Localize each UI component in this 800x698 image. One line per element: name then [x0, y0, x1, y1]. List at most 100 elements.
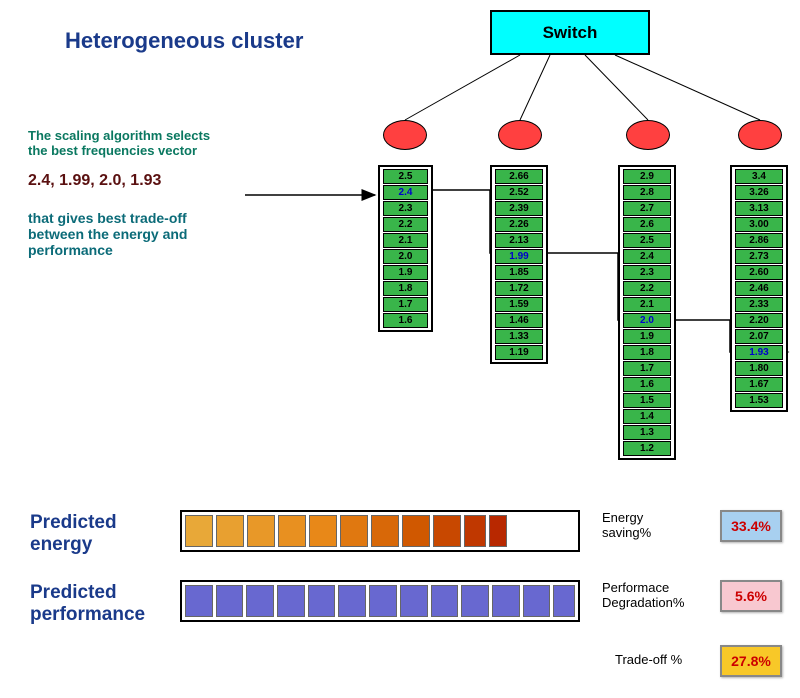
bar-segment — [247, 515, 275, 547]
freq-cell: 1.33 — [495, 329, 543, 344]
freq-cell: 1.99 — [495, 249, 543, 264]
freq-cell: 1.7 — [383, 297, 428, 312]
freq-cell: 2.46 — [735, 281, 783, 296]
freq-cell: 1.53 — [735, 393, 783, 408]
bar-segment — [402, 515, 430, 547]
bar-segment — [277, 585, 305, 617]
predicted-performance-label: Predictedperformance — [30, 582, 145, 626]
bar-segment — [246, 585, 274, 617]
predicted-energy-label: Predictedenergy — [30, 512, 117, 556]
freq-cell: 2.6 — [623, 217, 671, 232]
bar-segment — [278, 515, 306, 547]
freq-cell: 1.59 — [495, 297, 543, 312]
node-ellipse-1 — [498, 120, 542, 150]
predicted-performance-bar — [180, 580, 580, 622]
metric-label-1: PerformaceDegradation% — [602, 580, 684, 610]
node-ellipse-0 — [383, 120, 427, 150]
bar-segment — [492, 585, 520, 617]
freq-cell: 1.2 — [623, 441, 671, 456]
freq-cell: 1.85 — [495, 265, 543, 280]
bar-segment — [185, 585, 213, 617]
freq-cell: 2.3 — [623, 265, 671, 280]
page-title: Heterogeneous cluster — [65, 28, 303, 54]
freq-cell: 2.4 — [623, 249, 671, 264]
freq-cell: 1.6 — [623, 377, 671, 392]
bar-segment — [216, 515, 244, 547]
freq-cell: 1.6 — [383, 313, 428, 328]
bar-segment — [433, 515, 461, 547]
freq-cell: 1.72 — [495, 281, 543, 296]
freq-column-3: 3.43.263.133.002.862.732.602.462.332.202… — [730, 165, 788, 412]
freq-cell: 1.80 — [735, 361, 783, 376]
freq-cell: 2.7 — [623, 201, 671, 216]
freq-cell: 1.7 — [623, 361, 671, 376]
freq-cell: 2.60 — [735, 265, 783, 280]
metric-box-2: 27.8% — [720, 645, 782, 677]
freq-cell: 1.93 — [735, 345, 783, 360]
predicted-energy-bar — [180, 510, 580, 552]
bar-segment — [371, 515, 399, 547]
freq-cell: 2.07 — [735, 329, 783, 344]
bar-segment — [553, 585, 575, 617]
metric-label-2: Trade-off % — [615, 652, 682, 667]
bar-segment — [308, 585, 336, 617]
freq-cell: 1.9 — [383, 265, 428, 280]
bar-segment — [489, 515, 507, 547]
freq-cell: 3.13 — [735, 201, 783, 216]
freq-cell: 2.1 — [383, 233, 428, 248]
switch-label: Switch — [543, 23, 598, 43]
bar-segment — [461, 585, 489, 617]
freq-cell: 2.1 — [623, 297, 671, 312]
freq-column-1: 2.662.522.392.262.131.991.851.721.591.46… — [490, 165, 548, 364]
bar-segment — [400, 585, 428, 617]
freq-cell: 1.67 — [735, 377, 783, 392]
freq-cell: 1.5 — [623, 393, 671, 408]
node-ellipse-2 — [626, 120, 670, 150]
freq-cell: 2.13 — [495, 233, 543, 248]
freq-cell: 2.2 — [383, 217, 428, 232]
freq-column-2: 2.92.82.72.62.52.42.32.22.12.01.91.81.71… — [618, 165, 676, 460]
bar-segment — [523, 585, 551, 617]
metric-label-0: Energysaving% — [602, 510, 651, 540]
freq-cell: 2.5 — [623, 233, 671, 248]
freq-cell: 1.19 — [495, 345, 543, 360]
freq-cell: 3.4 — [735, 169, 783, 184]
freq-cell: 1.8 — [623, 345, 671, 360]
metric-box-1: 5.6% — [720, 580, 782, 612]
bar-segment — [340, 515, 368, 547]
freq-cell: 3.00 — [735, 217, 783, 232]
bar-segment — [338, 585, 366, 617]
freq-cell: 2.86 — [735, 233, 783, 248]
freq-cell: 2.4 — [383, 185, 428, 200]
node-ellipse-3 — [738, 120, 782, 150]
freq-cell: 1.46 — [495, 313, 543, 328]
freq-cell: 2.9 — [623, 169, 671, 184]
freq-cell: 1.9 — [623, 329, 671, 344]
bar-segment — [464, 515, 486, 547]
freq-cell: 3.26 — [735, 185, 783, 200]
freq-cell: 2.3 — [383, 201, 428, 216]
freq-cell: 2.8 — [623, 185, 671, 200]
freq-cell: 2.0 — [383, 249, 428, 264]
bar-segment — [185, 515, 213, 547]
bar-segment — [431, 585, 459, 617]
metric-box-0: 33.4% — [720, 510, 782, 542]
freq-cell: 1.8 — [383, 281, 428, 296]
freq-cell: 1.3 — [623, 425, 671, 440]
freq-cell: 2.2 — [623, 281, 671, 296]
freq-cell: 2.39 — [495, 201, 543, 216]
freq-cell: 2.26 — [495, 217, 543, 232]
bar-segment — [369, 585, 397, 617]
freq-cell: 2.73 — [735, 249, 783, 264]
freq-cell: 2.20 — [735, 313, 783, 328]
bar-segment — [216, 585, 244, 617]
freq-column-0: 2.52.42.32.22.12.01.91.81.71.6 — [378, 165, 433, 332]
freq-cell: 2.5 — [383, 169, 428, 184]
freq-cell: 2.33 — [735, 297, 783, 312]
algorithm-desc-1: The scaling algorithm selectsthe best fr… — [28, 128, 210, 158]
freq-cell: 2.66 — [495, 169, 543, 184]
algorithm-desc-2: that gives best trade-offbetween the ene… — [28, 210, 187, 258]
switch-box: Switch — [490, 10, 650, 55]
frequencies-vector: 2.4, 1.99, 2.0, 1.93 — [28, 172, 161, 190]
bar-segment — [309, 515, 337, 547]
